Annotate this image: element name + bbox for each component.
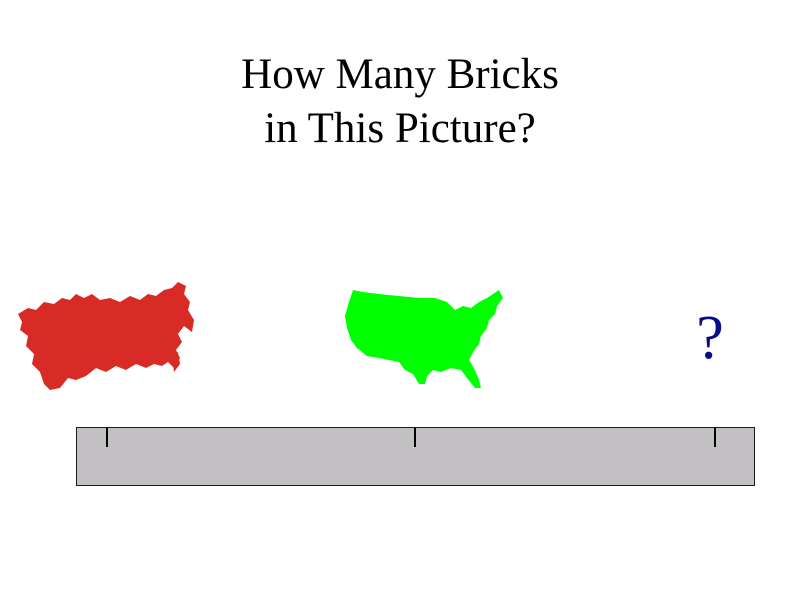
scale-tick-left (106, 428, 108, 447)
scale-tick-right (714, 428, 716, 447)
scale-bar (76, 427, 755, 486)
title-line-1: How Many Bricks (241, 51, 559, 98)
ussr-map-icon (14, 280, 196, 392)
question-mark: ? (696, 304, 724, 372)
title-line-2: in This Picture? (264, 105, 536, 152)
usa-map-shape (345, 290, 503, 388)
slide-title: How Many Bricks in This Picture? (0, 48, 800, 156)
ussr-map-shape (18, 282, 194, 390)
scale-tick-middle (414, 428, 416, 447)
usa-map-icon (343, 288, 507, 392)
